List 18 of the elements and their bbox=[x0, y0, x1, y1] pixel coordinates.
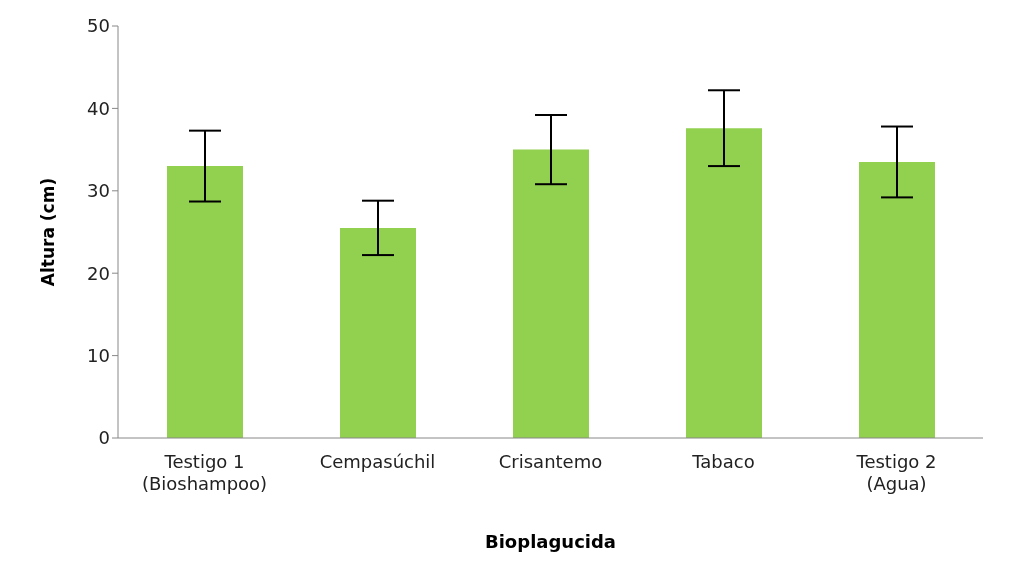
bar bbox=[686, 128, 762, 438]
x-axis-title: Bioplagucida bbox=[484, 531, 617, 552]
y-tick-label: 10 bbox=[87, 344, 110, 366]
bar bbox=[340, 227, 416, 438]
x-tick-label: Testigo 1 (Bioshampoo) bbox=[141, 451, 268, 494]
y-tick-label: 0 bbox=[98, 427, 110, 449]
y-tick-label: 40 bbox=[87, 97, 110, 119]
y-tick-label: 20 bbox=[87, 262, 110, 284]
y-tick-label: 30 bbox=[87, 180, 110, 202]
x-tick-label: Tabaco bbox=[691, 451, 755, 472]
bar bbox=[167, 166, 243, 438]
x-tick-label: Cempasúchil bbox=[319, 451, 436, 472]
bar bbox=[859, 161, 935, 438]
bar bbox=[513, 149, 589, 438]
x-tick-label: Crisantemo bbox=[498, 451, 603, 472]
y-tick-label: 50 bbox=[87, 15, 110, 37]
y-axis-title: Altura (cm) bbox=[38, 177, 59, 287]
x-tick-label: Testigo 2 (Agua) bbox=[855, 451, 937, 494]
